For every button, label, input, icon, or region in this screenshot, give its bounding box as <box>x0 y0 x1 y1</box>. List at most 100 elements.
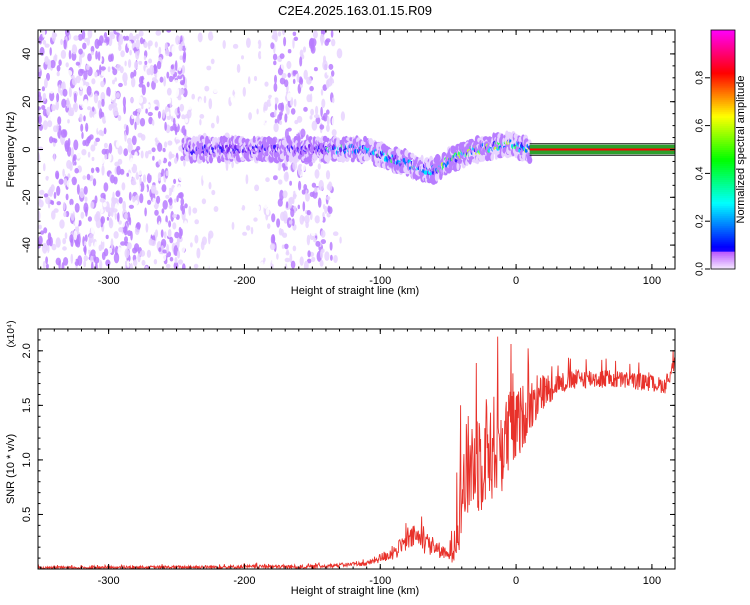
noise-speck <box>264 263 269 269</box>
y-tick-label: 1.0 <box>21 452 33 467</box>
noise-speck <box>307 250 311 258</box>
colorbar-segment <box>711 35 735 39</box>
noise-speck <box>97 100 102 110</box>
noise-speck <box>76 184 80 195</box>
snr-panel: -300 -200 -100 0 100 0.5 1.0 1.5 2.0 Height of st… <box>5 320 676 597</box>
noise-speck <box>273 82 278 92</box>
colorbar-segment <box>711 129 735 133</box>
noise-speck <box>146 173 152 184</box>
colorbar-segment <box>711 259 735 262</box>
colorbar-segment <box>711 99 735 103</box>
noise-speck <box>81 149 87 156</box>
noise-speck <box>129 157 134 167</box>
noise-speck <box>52 32 58 38</box>
noise-speck <box>49 87 54 94</box>
noise-speck <box>162 221 168 229</box>
noise-speck <box>71 44 78 55</box>
snr-background <box>38 329 675 569</box>
noise-speck <box>137 165 143 176</box>
noise-speck <box>143 41 148 48</box>
noise-speck <box>180 197 185 206</box>
noise-speck <box>116 64 122 71</box>
y-tick-label: 0.5 <box>21 507 33 522</box>
noise-speck <box>286 92 292 102</box>
noise-speck <box>103 127 107 135</box>
noise-speck <box>62 246 67 251</box>
noise-speck <box>38 106 41 111</box>
noise-speck <box>102 202 107 208</box>
signal-halo <box>456 162 460 171</box>
noise-speck <box>330 30 334 38</box>
noise-speck <box>62 168 65 177</box>
noise-speck <box>215 42 220 51</box>
noise-speck <box>105 259 111 267</box>
noise-speck <box>276 218 281 228</box>
noise-speck <box>202 254 207 261</box>
noise-speck <box>193 223 198 228</box>
noise-speck <box>205 262 210 269</box>
noise-speck <box>95 137 100 142</box>
signal-halo <box>420 154 424 162</box>
colorbar-segment <box>711 83 735 87</box>
noise-speck <box>230 93 234 103</box>
noise-speck <box>278 246 282 255</box>
noise-speck <box>178 88 185 95</box>
noise-speck <box>109 217 113 226</box>
noise-speck <box>221 229 228 239</box>
noise-speck <box>177 75 183 80</box>
noise-speck <box>56 92 60 103</box>
noise-speck <box>180 155 184 162</box>
noise-speck <box>320 89 324 96</box>
noise-speck <box>79 113 83 123</box>
noise-speck <box>177 259 184 265</box>
noise-speck <box>157 142 163 152</box>
noise-speck <box>126 242 132 250</box>
noise-speck <box>134 200 138 206</box>
noise-speck <box>333 255 338 263</box>
noise-speck <box>129 49 132 56</box>
colorbar-segment <box>711 63 735 67</box>
noise-speck <box>148 58 153 64</box>
noise-speck <box>273 60 277 66</box>
noise-speck <box>83 260 87 268</box>
noise-speck <box>241 66 246 73</box>
noise-speck <box>226 181 231 187</box>
noise-speck <box>309 93 313 103</box>
noise-speck <box>159 76 164 83</box>
noise-speck <box>135 39 140 50</box>
noise-speck <box>166 186 170 197</box>
noise-speck <box>340 111 345 121</box>
noise-speck <box>141 104 144 110</box>
noise-speck <box>153 64 157 71</box>
noise-speck <box>197 230 203 242</box>
noise-speck <box>338 222 342 228</box>
noise-speck <box>55 170 60 180</box>
noise-speck <box>172 222 177 230</box>
noise-speck <box>42 120 48 131</box>
noise-speck <box>241 205 246 211</box>
noise-speck <box>87 30 93 39</box>
noise-speck <box>94 241 98 250</box>
noise-speck <box>279 189 284 201</box>
noise-speck <box>108 54 113 62</box>
noise-speck <box>259 36 263 42</box>
noise-speck <box>49 236 53 247</box>
noise-speck <box>334 80 339 86</box>
noise-speck <box>219 111 222 115</box>
noise-speck <box>100 66 106 71</box>
colorbar-segment <box>711 181 735 184</box>
noise-speck <box>62 237 67 245</box>
noise-speck <box>138 215 143 224</box>
noise-speck <box>83 115 86 122</box>
noise-speck <box>56 71 60 77</box>
noise-speck <box>248 207 254 216</box>
noise-speck <box>70 132 74 138</box>
noise-speck <box>100 208 104 214</box>
noise-speck <box>122 72 128 83</box>
noise-speck <box>320 30 327 35</box>
noise-speck <box>168 204 173 210</box>
noise-speck <box>147 111 153 117</box>
noise-speck <box>73 92 77 103</box>
noise-speck <box>328 63 334 70</box>
noise-speck <box>99 197 105 203</box>
